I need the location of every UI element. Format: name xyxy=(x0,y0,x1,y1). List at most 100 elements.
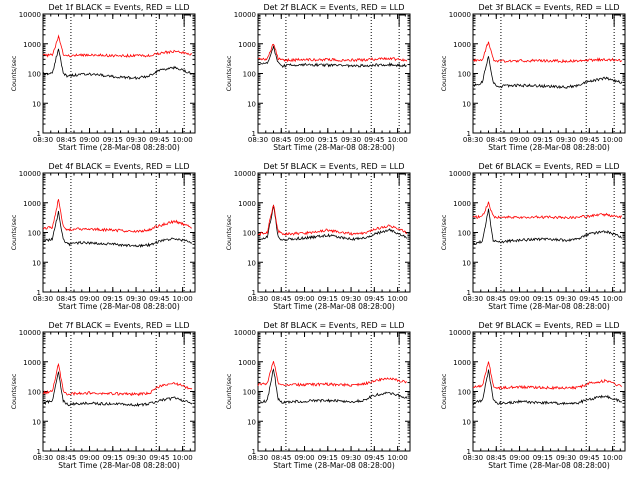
x-tick-label: 09:30 xyxy=(341,454,361,462)
x-tick-label: 09:00 xyxy=(509,454,529,462)
x-tick-label: 09:00 xyxy=(294,454,314,462)
y-tick-label: 1000 xyxy=(453,200,471,208)
x-tick-label: 09:15 xyxy=(103,136,123,144)
y-axis-label: Counts/sec xyxy=(225,214,233,250)
x-tick-label: 09:45 xyxy=(579,454,599,462)
y-tick-label: 10 xyxy=(462,100,471,108)
series-line xyxy=(472,361,623,391)
y-tick-label: 1 xyxy=(252,448,256,456)
detector-panel: Det 6f BLACK = Events, RED = LLD 1 10 100 10… xyxy=(440,162,626,311)
series-line xyxy=(42,34,193,59)
detector-panel: Det 3f BLACK = Events, RED = LLD 1 10 100 10… xyxy=(440,3,626,152)
y-tick-label: 10 xyxy=(32,100,41,108)
series-line xyxy=(257,368,408,405)
x-axis-label: Start Time (28-Mar-08 08:28:00) xyxy=(273,302,395,311)
x-tick-label: 09:00 xyxy=(294,136,314,144)
y-tick-label: 10 xyxy=(32,418,41,426)
y-tick-label: 10 xyxy=(247,259,256,267)
x-tick-label: 08:30 xyxy=(463,295,483,303)
series-line xyxy=(42,362,193,397)
x-tick-label: 09:00 xyxy=(79,454,99,462)
x-axis-label: Start Time (28-Mar-08 08:28:00) xyxy=(58,461,180,470)
plot-frame xyxy=(472,13,626,134)
x-tick-label: 10:00 xyxy=(172,454,192,462)
x-tick-label: 09:00 xyxy=(294,295,314,303)
flag-marker xyxy=(398,14,406,26)
y-tick-label: 1000 xyxy=(238,359,256,367)
x-tick-label: 09:30 xyxy=(341,136,361,144)
x-tick-label: 09:45 xyxy=(364,454,384,462)
series-line xyxy=(473,56,623,90)
x-tick-label: 09:15 xyxy=(103,454,123,462)
series-line xyxy=(43,210,193,249)
x-tick-label: 08:45 xyxy=(486,136,506,144)
y-tick-label: 1000 xyxy=(23,41,41,49)
y-tick-label: 10000 xyxy=(234,170,256,178)
x-tick-label: 08:45 xyxy=(486,454,506,462)
y-tick-label: 10000 xyxy=(19,11,41,19)
y-tick-label: 1 xyxy=(252,289,256,297)
x-tick-label: 08:30 xyxy=(33,454,53,462)
x-axis-label: Start Time (28-Mar-08 08:28:00) xyxy=(58,143,180,152)
series-line xyxy=(472,208,623,245)
flag-marker xyxy=(613,332,621,344)
x-axis-label: Start Time (28-Mar-08 08:28:00) xyxy=(273,143,395,152)
x-tick-label: 09:15 xyxy=(103,295,123,303)
flag-marker xyxy=(613,14,621,26)
x-axis-label: Start Time (28-Mar-08 08:28:00) xyxy=(273,461,395,470)
series-line xyxy=(42,48,192,81)
series-line xyxy=(42,371,193,408)
series-line xyxy=(257,204,408,242)
x-tick-label: 09:15 xyxy=(533,136,553,144)
x-tick-label: 09:00 xyxy=(79,136,99,144)
y-tick-label: 1 xyxy=(467,289,471,297)
flag-marker xyxy=(183,173,191,185)
y-tick-label: 100 xyxy=(28,230,41,238)
x-tick-label: 09:30 xyxy=(556,136,576,144)
series-line xyxy=(257,361,407,388)
x-tick-label: 08:30 xyxy=(463,454,483,462)
y-axis-label: Counts/sec xyxy=(440,214,448,250)
x-tick-label: 10:00 xyxy=(602,454,622,462)
y-tick-label: 100 xyxy=(458,230,471,238)
y-tick-label: 10000 xyxy=(19,329,41,337)
y-axis-label: Counts/sec xyxy=(225,373,233,409)
y-axis-label: Counts/sec xyxy=(440,373,448,409)
y-tick-label: 10 xyxy=(462,418,471,426)
x-tick-label: 09:00 xyxy=(79,295,99,303)
x-tick-label: 09:15 xyxy=(318,136,338,144)
plot-frame xyxy=(257,13,411,134)
y-tick-label: 1000 xyxy=(453,359,471,367)
x-tick-label: 08:30 xyxy=(248,454,268,462)
flag-marker xyxy=(613,173,621,185)
y-tick-label: 10 xyxy=(247,100,256,108)
y-axis-label: Counts/sec xyxy=(10,214,18,250)
y-tick-label: 1 xyxy=(252,130,256,138)
x-tick-label: 09:45 xyxy=(364,295,384,303)
y-tick-label: 10000 xyxy=(449,170,471,178)
x-axis-label: Start Time (28-Mar-08 08:28:00) xyxy=(488,302,610,311)
x-tick-label: 08:45 xyxy=(271,454,291,462)
x-tick-label: 08:45 xyxy=(56,136,76,144)
x-tick-label: 08:45 xyxy=(486,295,506,303)
flag-marker xyxy=(183,14,191,26)
detector-panel: Det 4f BLACK = Events, RED = LLD 1 10 100 10… xyxy=(10,162,196,311)
plot-frame xyxy=(257,331,411,452)
detector-panel: Det 8f BLACK = Events, RED = LLD 1 10 100 10… xyxy=(225,321,411,470)
x-axis-label: Start Time (28-Mar-08 08:28:00) xyxy=(488,461,610,470)
detector-panel: Det 1f BLACK = Events, RED = LLD 1 10 100 10… xyxy=(10,3,196,152)
y-tick-label: 100 xyxy=(28,71,41,79)
y-tick-label: 1000 xyxy=(23,200,41,208)
y-tick-label: 1 xyxy=(467,130,471,138)
x-tick-label: 09:30 xyxy=(126,454,146,462)
x-tick-label: 10:00 xyxy=(172,136,192,144)
y-tick-label: 10000 xyxy=(234,11,256,19)
y-tick-label: 100 xyxy=(243,389,256,397)
y-tick-label: 10000 xyxy=(234,329,256,337)
series-line xyxy=(257,44,407,68)
x-tick-label: 09:00 xyxy=(509,295,529,303)
x-tick-label: 08:30 xyxy=(33,295,53,303)
plot-frame xyxy=(42,13,196,134)
y-axis-label: Counts/sec xyxy=(10,373,18,409)
y-tick-label: 100 xyxy=(243,230,256,238)
